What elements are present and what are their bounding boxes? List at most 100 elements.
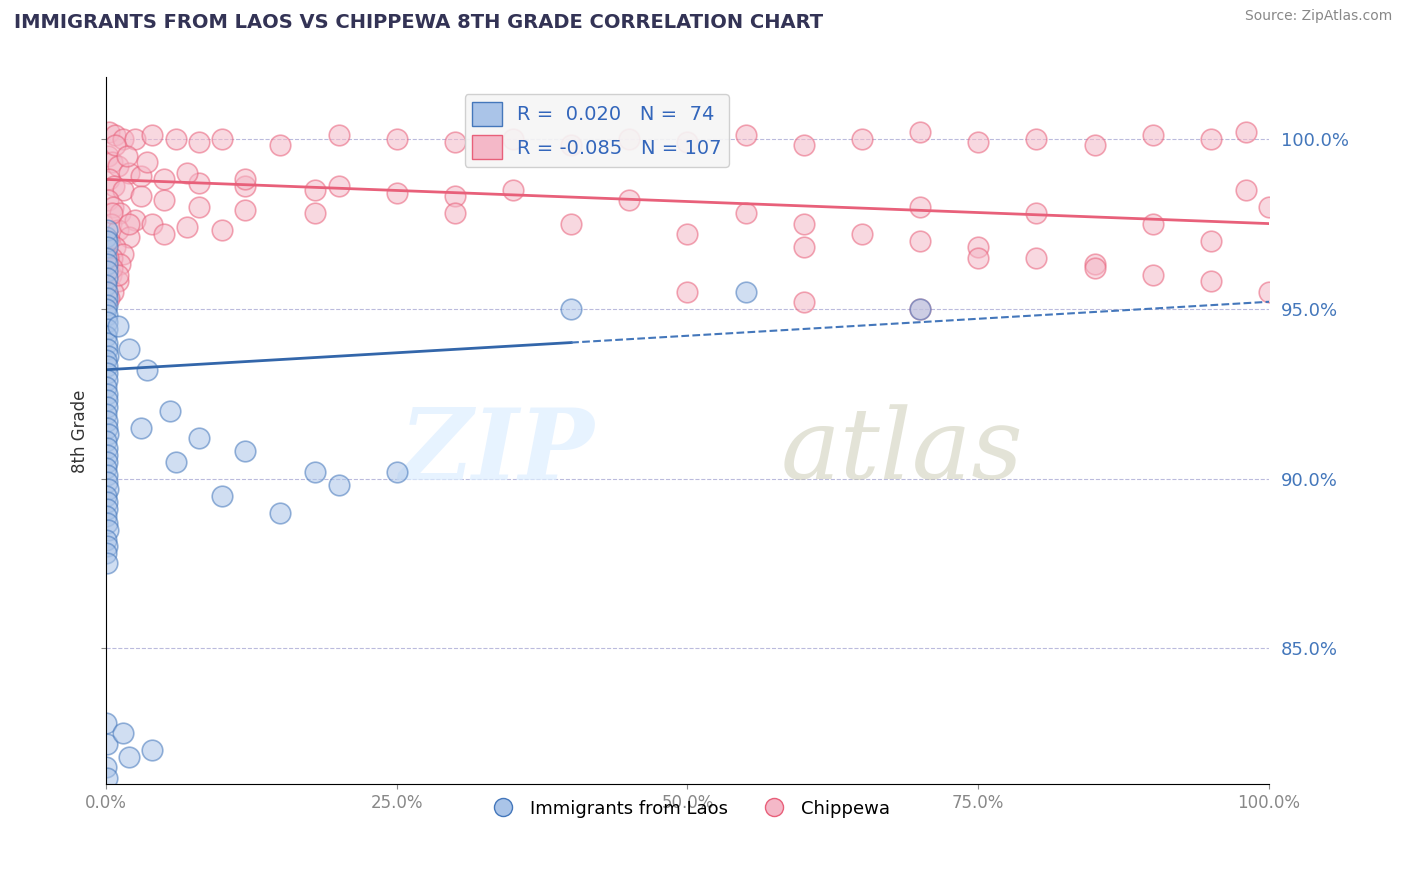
Point <box>676 285 699 299</box>
Point <box>96 223 118 237</box>
Point <box>1142 128 1164 143</box>
Point <box>1199 274 1222 288</box>
Point <box>96 335 118 350</box>
Point <box>1025 251 1047 265</box>
Point <box>385 131 408 145</box>
Point <box>235 444 257 458</box>
Point <box>104 138 127 153</box>
Point <box>97 523 120 537</box>
Point <box>165 454 187 468</box>
Point <box>96 794 118 808</box>
Point <box>118 166 141 180</box>
Point <box>560 301 582 316</box>
Point <box>908 125 931 139</box>
Point <box>118 750 141 764</box>
Point <box>96 461 118 475</box>
Point <box>304 206 326 220</box>
Point <box>96 400 118 414</box>
Point <box>107 159 129 173</box>
Point <box>96 277 118 292</box>
Point <box>129 169 152 183</box>
Point <box>96 420 118 434</box>
Point <box>124 131 146 145</box>
Point <box>96 292 118 306</box>
Point <box>443 135 465 149</box>
Point <box>851 227 873 241</box>
Point <box>96 301 118 316</box>
Point <box>115 148 138 162</box>
Point <box>104 128 127 143</box>
Point <box>96 502 118 516</box>
Point <box>676 227 699 241</box>
Point <box>560 217 582 231</box>
Point <box>118 343 141 357</box>
Point <box>734 285 756 299</box>
Point <box>96 373 118 387</box>
Point <box>304 183 326 197</box>
Point <box>269 138 291 153</box>
Point <box>107 223 129 237</box>
Point <box>967 251 990 265</box>
Point <box>908 301 931 316</box>
Point <box>502 131 524 145</box>
Point <box>96 322 118 336</box>
Point <box>1234 125 1257 139</box>
Point <box>96 407 118 421</box>
Point <box>328 478 350 492</box>
Point <box>188 176 211 190</box>
Point <box>100 217 122 231</box>
Point <box>96 380 118 394</box>
Point <box>211 489 233 503</box>
Point <box>112 183 135 197</box>
Point <box>100 260 122 275</box>
Point <box>1083 257 1105 271</box>
Point <box>96 366 118 380</box>
Point <box>97 193 120 207</box>
Point <box>96 546 118 560</box>
Point <box>153 227 176 241</box>
Point <box>96 716 118 731</box>
Point <box>96 495 118 509</box>
Point <box>1142 268 1164 282</box>
Point <box>96 771 118 785</box>
Point <box>96 352 118 367</box>
Point <box>107 318 129 333</box>
Point <box>211 131 233 145</box>
Point <box>141 743 163 757</box>
Point <box>1199 234 1222 248</box>
Point <box>734 128 756 143</box>
Point <box>188 431 211 445</box>
Point <box>118 230 141 244</box>
Point <box>560 138 582 153</box>
Point <box>98 292 121 306</box>
Point <box>328 179 350 194</box>
Point <box>112 726 135 740</box>
Point <box>112 247 135 261</box>
Point <box>96 760 118 774</box>
Point <box>96 298 118 312</box>
Point <box>96 516 118 530</box>
Point <box>188 200 211 214</box>
Point <box>101 200 124 214</box>
Point <box>502 183 524 197</box>
Point <box>619 193 641 207</box>
Text: atlas: atlas <box>780 404 1024 500</box>
Point <box>176 219 198 234</box>
Point <box>100 155 122 169</box>
Point <box>385 465 408 479</box>
Point <box>98 172 121 186</box>
Point <box>676 135 699 149</box>
Point <box>235 172 257 186</box>
Point <box>734 206 756 220</box>
Point <box>96 315 118 329</box>
Point <box>97 482 120 496</box>
Point <box>108 206 131 220</box>
Point <box>235 179 257 194</box>
Point <box>1258 285 1281 299</box>
Point <box>96 285 118 299</box>
Text: ZIP: ZIP <box>399 404 595 500</box>
Point <box>96 508 118 523</box>
Point <box>967 135 990 149</box>
Point <box>1083 138 1105 153</box>
Point <box>96 234 118 248</box>
